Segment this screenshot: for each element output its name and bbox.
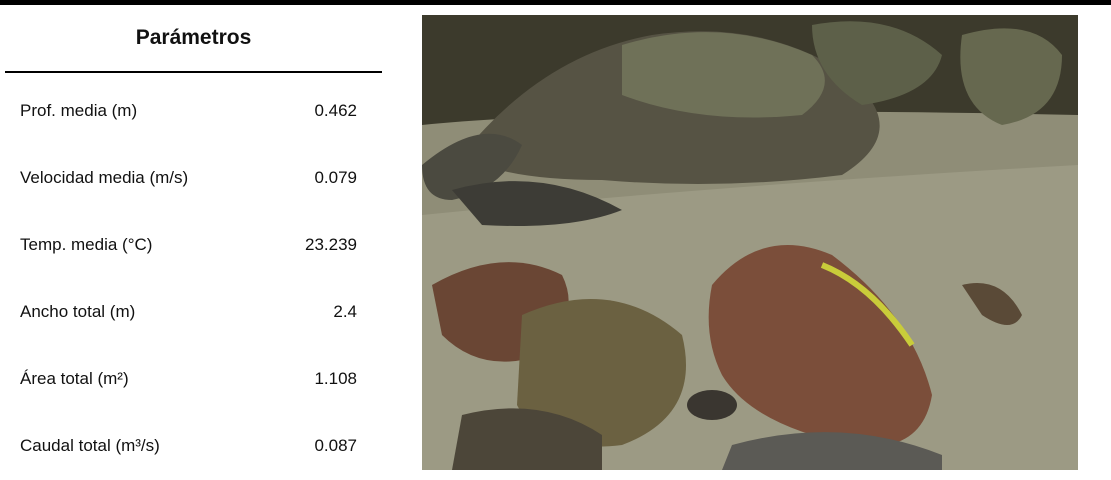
parameter-value: 0.087 <box>314 435 357 455</box>
table-row: Área total (m²) 1.108 <box>20 345 357 412</box>
parameter-name: Prof. media (m) <box>20 100 138 120</box>
top-rule <box>0 0 1111 5</box>
parameter-value: 0.079 <box>314 167 357 187</box>
table-row: Ancho total (m) 2.4 <box>20 278 357 345</box>
parameter-name: Velocidad media (m/s) <box>20 167 189 187</box>
river-photo <box>422 15 1078 470</box>
table-row: Temp. media (°C) 23.239 <box>20 211 357 278</box>
parameter-name: Área total (m²) <box>20 368 129 388</box>
parameter-name: Ancho total (m) <box>20 301 136 321</box>
parameter-value: 2.4 <box>333 301 357 321</box>
table-row: Velocidad media (m/s) 0.079 <box>20 144 357 211</box>
parameter-name: Caudal total (m³/s) <box>20 435 160 455</box>
parameter-value: 1.108 <box>314 368 357 388</box>
parameter-value: 23.239 <box>305 234 357 254</box>
table-row: Prof. media (m) 0.462 <box>20 77 357 144</box>
table-row: Caudal total (m³/s) 0.087 <box>20 412 357 479</box>
parameter-name: Temp. media (°C) <box>20 234 153 254</box>
header-rule <box>5 71 382 73</box>
table-title: Parámetros <box>135 26 252 49</box>
parameter-value: 0.462 <box>314 100 357 120</box>
parameter-table: Prof. media (m) 0.462 Velocidad media (m/s… <box>20 77 357 479</box>
